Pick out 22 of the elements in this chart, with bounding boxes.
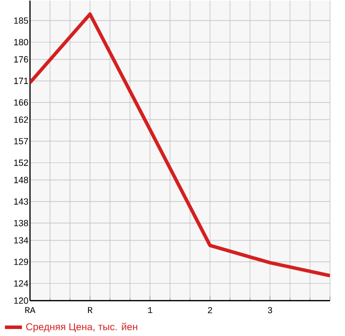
x-tick-label: 1: [148, 307, 152, 314]
line-series: [30, 12, 330, 278]
y-tick-label: 124: [14, 280, 28, 287]
y-tick-label: 180: [14, 39, 28, 46]
y-tick-label: 157: [14, 138, 28, 145]
x-tick-label: 3: [268, 307, 272, 314]
x-tick-label: RA: [25, 307, 36, 314]
y-tick-label: 148: [14, 176, 28, 184]
x-tick-label: 2: [208, 307, 212, 314]
legend-label: Средняя Цена, тыс. йен: [26, 322, 138, 332]
y-tick-label: 129: [14, 258, 28, 266]
y-tick-label: 185: [14, 18, 28, 24]
y-tick-label: 162: [14, 116, 28, 124]
y-tick-label: 176: [14, 56, 28, 63]
y-tick-label: 138: [14, 220, 28, 226]
y-tick-label: 134: [14, 237, 28, 244]
y-tick-label: 166: [14, 99, 28, 106]
y-tick-label: 152: [14, 160, 28, 166]
y-tick-label: 120: [14, 298, 28, 304]
y-tick-label: 143: [14, 198, 28, 205]
x-tick-label: R: [88, 307, 92, 314]
y-tick-label: 171: [14, 78, 28, 84]
